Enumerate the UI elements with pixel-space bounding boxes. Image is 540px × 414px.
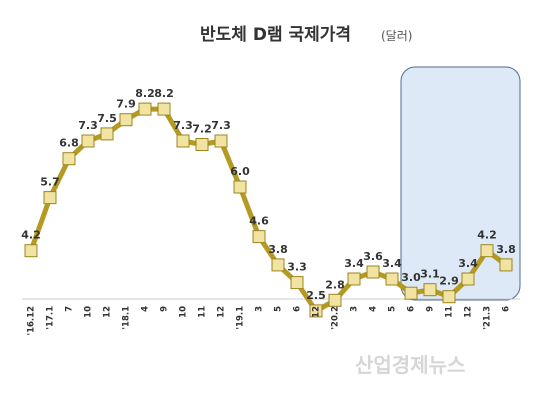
data-label: 3.4: [382, 257, 402, 270]
data-point: [461, 272, 475, 286]
x-tick-label: 10: [84, 306, 94, 318]
data-label: 4.2: [477, 229, 497, 242]
data-point: [62, 152, 76, 166]
data-label: 4.2: [21, 229, 41, 242]
data-label: 2.9: [439, 275, 459, 288]
x-tick-label: 3: [350, 306, 360, 312]
x-tick-label: '20.2: [331, 306, 341, 330]
x-tick-label: '18.1: [122, 306, 132, 330]
x-tick-label: 11: [445, 306, 455, 318]
data-point: [119, 113, 133, 127]
data-point: [499, 258, 513, 272]
data-point: [328, 293, 342, 307]
data-point: [480, 244, 494, 258]
data-point: [423, 283, 437, 297]
data-label: 5.7: [40, 176, 60, 189]
data-point: [366, 265, 380, 279]
watermark: 산업경제뉴스: [355, 353, 465, 377]
x-tick-label: 7: [65, 306, 75, 312]
highlight-region: [400, 66, 521, 301]
data-label: 4.6: [249, 215, 269, 228]
x-tick-label: 9: [160, 306, 170, 312]
chart-title: 반도체 D램 국제가격: [200, 25, 351, 45]
data-label: 7.3: [173, 119, 193, 132]
x-tick-label: 9: [426, 306, 436, 312]
data-label: 7.2: [192, 123, 212, 136]
x-tick-label: 12: [103, 306, 113, 318]
x-tick-label: '16.12: [27, 306, 37, 336]
data-label: 3.4: [344, 257, 364, 270]
data-label: 3.8: [268, 243, 288, 256]
data-label: 7.3: [211, 119, 231, 132]
data-label: 7.9: [116, 98, 136, 111]
data-label: 3.3: [287, 261, 307, 274]
data-label: 3.0: [401, 271, 421, 284]
data-label: 7.3: [78, 119, 98, 132]
data-label: 3.4: [458, 257, 478, 270]
data-point: [233, 180, 247, 194]
data-point: [138, 102, 152, 116]
data-point: [347, 272, 361, 286]
data-point: [24, 244, 38, 258]
x-tick-label: 6: [293, 306, 303, 312]
data-label: 2.8: [325, 278, 345, 291]
data-point: [271, 258, 285, 272]
x-tick-label: 3: [255, 306, 265, 312]
data-point: [442, 290, 456, 304]
x-tick-label: 10: [179, 306, 189, 318]
x-tick-label: 11: [198, 306, 208, 318]
data-label: 3.8: [496, 243, 516, 256]
data-point: [385, 272, 399, 286]
data-label: 3.6: [363, 250, 383, 263]
x-tick-label: 4: [369, 306, 379, 312]
data-label: 8.2: [154, 87, 174, 100]
x-tick-label: 12: [464, 306, 474, 318]
x-tick-label: 5: [388, 306, 398, 312]
x-tick-label: '19.1: [236, 306, 246, 330]
data-label: 8.2: [135, 87, 155, 100]
x-tick-label: '17.1: [46, 306, 56, 330]
x-tick-label: 5: [274, 306, 284, 312]
data-point: [195, 138, 209, 151]
x-tick-label: 4: [141, 306, 151, 312]
data-point: [290, 276, 304, 290]
x-tick-label: 12: [217, 306, 227, 318]
data-label: 6.8: [59, 137, 79, 150]
x-tick-label: '21.3: [483, 306, 493, 330]
data-label: 6.0: [230, 165, 250, 178]
data-label: 2.5: [306, 289, 326, 302]
data-label: 7.5: [97, 112, 117, 125]
data-point: [404, 286, 418, 300]
data-point: [43, 191, 57, 205]
data-point: [157, 102, 171, 116]
data-point: [176, 134, 190, 148]
data-point: [252, 230, 266, 244]
x-tick-label: 12: [312, 306, 322, 318]
data-point: [309, 304, 323, 318]
x-tick-label: 6: [407, 306, 417, 312]
x-tick-label: 6: [502, 306, 512, 312]
data-point: [214, 134, 228, 148]
series-layer: 4.25.76.87.37.57.98.2 8.27.3 7.2 7.36.04.63…: [21, 87, 516, 318]
x-tick-labels: '16.12 '17.1 7 10 12 '18.1 4 9 10 11 12 '19.1 3 5 6 12 '…: [27, 306, 512, 336]
data-point: [100, 127, 114, 141]
data-point: [81, 134, 95, 148]
chart-subtitle: (달러): [381, 29, 412, 43]
data-label: 3.1: [420, 268, 440, 281]
